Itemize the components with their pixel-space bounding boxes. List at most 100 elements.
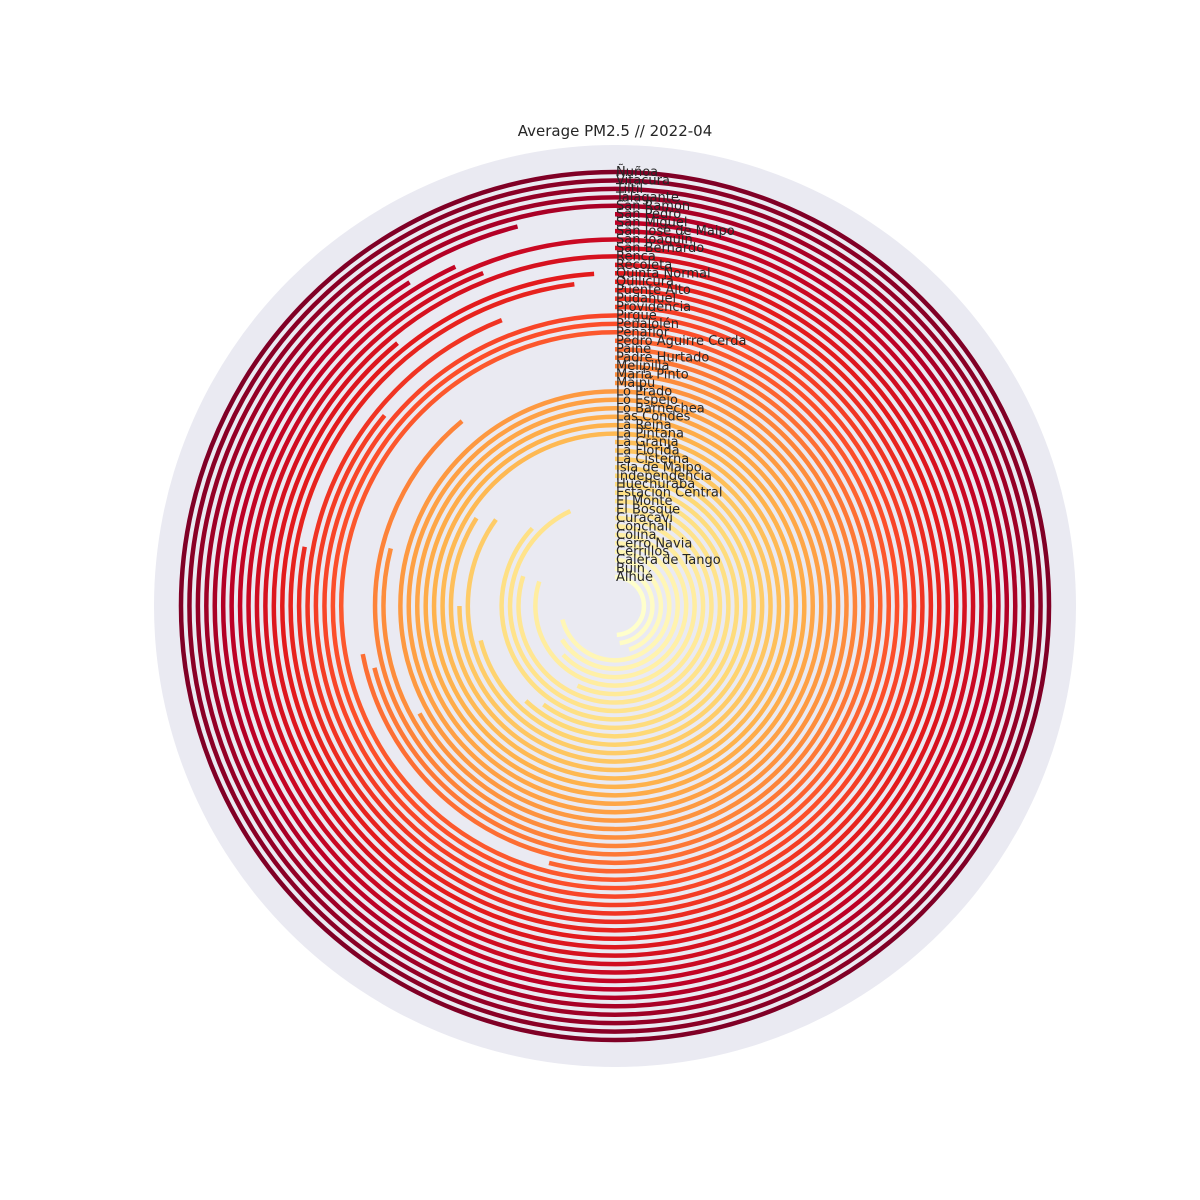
bar-label: Buin	[616, 562, 645, 577]
bar-la-cisterna	[465, 456, 765, 756]
bar-providencia	[313, 304, 917, 908]
bar-la-reina	[431, 422, 799, 790]
bar-label: San Miguel	[616, 216, 688, 231]
bar-label: Isla de Maipo	[616, 460, 702, 475]
bar-label: San José de Maipo	[616, 224, 735, 239]
bar-label: Pudahuel	[616, 292, 676, 307]
bar-calera-de-tango	[614, 557, 664, 652]
bar-label: El Bosque	[616, 503, 680, 518]
bar-san-miguel	[229, 220, 1001, 992]
bar-san-bernardo	[254, 245, 976, 967]
bar-san-joaqu-n	[246, 237, 984, 975]
bar-quinta-normal	[280, 271, 951, 941]
bar-label: Talagante	[615, 190, 679, 205]
bar-huechuraba	[542, 481, 740, 731]
bar-la-pintana	[439, 431, 791, 781]
bar-melipilla	[372, 363, 858, 849]
bar-lo-barnechea	[415, 406, 815, 807]
bar-maip-	[417, 380, 841, 832]
bar-label: Quinta Normal	[616, 266, 711, 281]
bar-lo-espejo	[406, 397, 824, 815]
bar-san-pedro	[221, 211, 1009, 1001]
bar-label: La Florida	[616, 443, 680, 458]
bar-estaci-n-central	[499, 490, 731, 722]
bar-lo-prado	[398, 389, 832, 823]
bar-label: Estación Central	[616, 486, 722, 501]
bar-las-condes	[423, 414, 807, 798]
bar-label: San Pedro	[616, 207, 681, 222]
bar-label: Quilicura	[616, 275, 674, 290]
bar-mar-a-pinto	[381, 372, 849, 840]
bar-curacav-	[576, 515, 706, 697]
bar-pudahuel	[305, 296, 925, 916]
bar-label: San Joaquín	[616, 233, 693, 248]
bar-pirque	[321, 313, 909, 899]
bar-recoleta	[271, 262, 959, 950]
bar-pe-aflor	[338, 330, 892, 882]
bar-tiltil	[195, 186, 1035, 1026]
bar-label: Renca	[616, 249, 656, 264]
bar-label: Curacaví	[616, 511, 673, 526]
bar--u-oa	[178, 169, 1052, 1043]
bar-label: Peñaflor	[616, 325, 670, 340]
bar-label: Puente Alto	[616, 283, 691, 298]
bar-renca	[263, 254, 967, 958]
bar-label: San Ramón	[616, 199, 690, 214]
bar-label: Paine	[616, 342, 651, 357]
bar-label: La Granja	[616, 435, 679, 450]
bar-label: Huechuraba	[616, 477, 695, 492]
bar-label: Ñuñoa	[616, 164, 658, 180]
bar-label: Recoleta	[616, 258, 672, 273]
bar-pedro-aguirre-cerda	[548, 338, 883, 874]
bar-label: Providencia	[616, 300, 691, 315]
bar-paine	[360, 346, 875, 866]
bar-label: Vitacura	[616, 173, 670, 188]
bar-conchal-	[533, 524, 697, 688]
bar-quilicura	[288, 279, 942, 933]
bar-cerrillos	[560, 549, 672, 663]
bar-label: La Cisterna	[616, 452, 689, 467]
bar-pe-alol-n	[330, 321, 900, 891]
bar-label: Pedro Aguirre Cerda	[616, 334, 746, 349]
bar-el-bosque	[516, 507, 714, 705]
bar-buin	[614, 566, 655, 646]
bar-label: Lo Prado	[616, 384, 672, 399]
bar-label: Melipilla	[616, 359, 670, 374]
bar-label: La Reina	[616, 418, 672, 433]
bar-cerro-navia	[560, 541, 680, 671]
bar-label: Cerrillos	[616, 545, 669, 560]
bar-isla-de-maipo	[478, 465, 756, 747]
bar-colina	[561, 532, 689, 680]
bar-san-jos-de-maipo	[237, 228, 993, 984]
bar-label: San Bernardo	[616, 241, 704, 256]
bar-label: Independencia	[616, 469, 712, 484]
bar-label: Alhué	[616, 570, 653, 585]
bar-talagante	[204, 195, 1026, 1017]
bars-layer	[178, 169, 1052, 1043]
bar-label: Pirque	[616, 308, 657, 323]
bar-label: Cerro Navia	[616, 536, 692, 551]
bar-la-granja	[448, 439, 782, 773]
bar-label: El Monte	[616, 494, 672, 509]
bar-label: María Pinto	[616, 368, 689, 383]
bar-independencia	[524, 473, 748, 739]
bar-label: Conchalí	[616, 519, 672, 534]
bar-label: Tiltil	[615, 182, 643, 197]
bar-label: Calera de Tango	[616, 553, 721, 568]
bar-label: Padre Hurtado	[616, 351, 709, 366]
bar-label: Las Condes	[616, 410, 691, 425]
bar-puente-alto	[296, 287, 934, 925]
bar-san-ram-n	[212, 203, 1018, 1009]
bar-label: Peñalolén	[616, 317, 679, 332]
bar-alhu-	[614, 574, 647, 638]
bar-el-monte	[507, 498, 723, 714]
bar-label: La Pintana	[616, 427, 684, 442]
bar-label: Lo Barnechea	[616, 401, 705, 416]
chart-title: Average PM2.5 // 2022-04	[518, 122, 713, 140]
bar-padre-hurtado	[372, 355, 866, 857]
bar-label: Colina	[616, 528, 656, 543]
bar-label: Lo Espejo	[616, 393, 678, 408]
